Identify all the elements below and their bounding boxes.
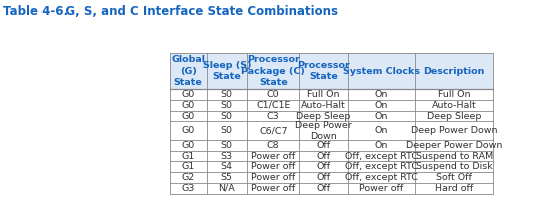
Text: Power off: Power off (251, 184, 295, 193)
Text: Suspend to Disk: Suspend to Disk (416, 162, 493, 171)
Text: Suspend to RAM: Suspend to RAM (416, 151, 493, 161)
Text: G0: G0 (182, 126, 195, 135)
Text: Processor
Package (C)
State: Processor Package (C) State (241, 56, 305, 87)
Text: G1: G1 (182, 162, 195, 171)
FancyBboxPatch shape (170, 111, 493, 121)
Text: Deep Power Down: Deep Power Down (411, 126, 497, 135)
Text: On: On (375, 90, 388, 99)
FancyBboxPatch shape (170, 172, 493, 183)
Text: C0: C0 (267, 90, 279, 99)
Text: S3: S3 (221, 151, 233, 161)
Text: Power off: Power off (360, 184, 404, 193)
Text: Off: Off (316, 141, 331, 150)
FancyBboxPatch shape (170, 183, 493, 194)
Text: G0: G0 (182, 101, 195, 110)
Text: C6/C7: C6/C7 (259, 126, 288, 135)
Text: G0: G0 (182, 90, 195, 99)
Text: On: On (375, 101, 388, 110)
FancyBboxPatch shape (170, 89, 493, 100)
Text: G2: G2 (182, 173, 195, 182)
Text: Deep Sleep: Deep Sleep (296, 111, 351, 121)
Text: G, S, and C Interface State Combinations: G, S, and C Interface State Combinations (53, 5, 338, 18)
Text: Processor
State: Processor State (297, 61, 350, 81)
FancyBboxPatch shape (170, 151, 493, 161)
Text: Description: Description (424, 67, 485, 75)
Text: Full On: Full On (438, 90, 470, 99)
Text: Power off: Power off (251, 151, 295, 161)
Text: C3: C3 (267, 111, 279, 121)
Text: S0: S0 (221, 126, 233, 135)
Text: Off, except RTC: Off, except RTC (345, 162, 418, 171)
Text: G1: G1 (182, 151, 195, 161)
Text: Off, except RTC: Off, except RTC (345, 151, 418, 161)
Text: On: On (375, 126, 388, 135)
Text: G0: G0 (182, 111, 195, 121)
Text: Power off: Power off (251, 173, 295, 182)
Text: Sleep (S)
State: Sleep (S) State (202, 61, 251, 81)
Text: C1/C1E: C1/C1E (256, 101, 290, 110)
FancyBboxPatch shape (170, 121, 493, 140)
FancyBboxPatch shape (170, 53, 493, 89)
Text: Auto-Halt: Auto-Halt (301, 101, 346, 110)
Text: C8: C8 (267, 141, 279, 150)
Text: G3: G3 (182, 184, 195, 193)
Text: S0: S0 (221, 141, 233, 150)
Text: Auto-Halt: Auto-Halt (432, 101, 476, 110)
Text: Off, except RTC: Off, except RTC (345, 173, 418, 182)
Text: Table 4-6.: Table 4-6. (3, 5, 68, 18)
Text: S0: S0 (221, 101, 233, 110)
Text: On: On (375, 141, 388, 150)
Text: On: On (375, 111, 388, 121)
Text: System Clocks: System Clocks (343, 67, 420, 75)
Text: G0: G0 (182, 141, 195, 150)
Text: Off: Off (316, 184, 331, 193)
Text: Off: Off (316, 151, 331, 161)
Text: Off: Off (316, 173, 331, 182)
FancyBboxPatch shape (170, 100, 493, 111)
Text: N/A: N/A (218, 184, 235, 193)
Text: Full On: Full On (307, 90, 340, 99)
Text: S4: S4 (221, 162, 233, 171)
Text: Soft Off: Soft Off (436, 173, 472, 182)
FancyBboxPatch shape (170, 161, 493, 172)
Text: S0: S0 (221, 90, 233, 99)
Text: Global
(G)
State: Global (G) State (171, 56, 205, 87)
FancyBboxPatch shape (170, 140, 493, 151)
Text: Deep Power
Down: Deep Power Down (295, 121, 352, 141)
Text: Deep Sleep: Deep Sleep (427, 111, 481, 121)
Text: S5: S5 (221, 173, 233, 182)
Text: Hard off: Hard off (435, 184, 474, 193)
Text: Power off: Power off (251, 162, 295, 171)
Text: S0: S0 (221, 111, 233, 121)
Text: Off: Off (316, 162, 331, 171)
Text: Deeper Power Down: Deeper Power Down (406, 141, 502, 150)
